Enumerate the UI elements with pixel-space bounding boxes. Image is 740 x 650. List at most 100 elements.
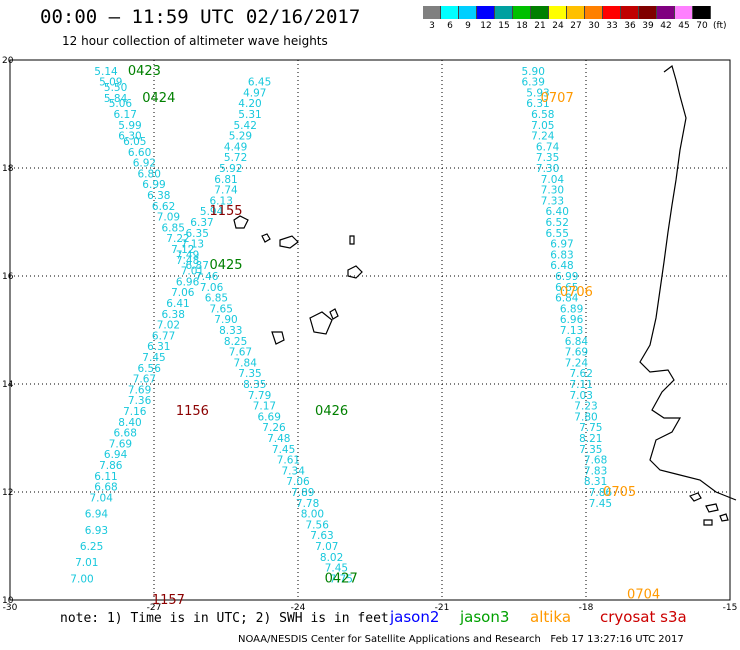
wave-height-value: 6.13	[210, 195, 233, 207]
wave-height-value: 7.35	[579, 444, 602, 456]
wave-height-value: 5.09	[99, 77, 122, 89]
wave-height-value: 6.80	[138, 168, 161, 180]
wave-height-value: 7.84	[234, 357, 258, 369]
wave-height-value: 6.81	[214, 174, 237, 186]
wave-height-value: 7.30	[541, 185, 564, 197]
wave-height-value: 7.45	[589, 498, 612, 510]
wave-height-value: 7.69	[128, 384, 151, 396]
color-legend-label: 24	[552, 21, 564, 31]
color-swatch	[675, 6, 693, 19]
wave-height-value: 6.97	[550, 239, 573, 251]
wave-height-value: 7.68	[584, 455, 607, 467]
wave-height-value: 8.40	[118, 417, 141, 429]
coastline	[233, 64, 737, 526]
wave-height-value: 5.06	[109, 98, 133, 110]
map-title: 00:00 – 11:59 UTC 02/16/2017	[40, 6, 361, 28]
wave-height-value: 7.89	[291, 487, 314, 499]
wave-height-value: 7.06	[286, 476, 310, 488]
wave-height-value: 7.05	[531, 120, 554, 132]
wave-height-value: 7.06	[200, 282, 224, 294]
wave-height-value: 7.75	[579, 422, 602, 434]
wave-height-value: 7.35	[536, 152, 559, 164]
y-tick-label: 20	[2, 56, 14, 66]
color-swatch	[459, 6, 477, 19]
axis-ticks: -30 -27 -24 -21 -18 -15 20 18 16 14 12 10	[2, 56, 737, 613]
pass-time-label: 1156	[176, 404, 209, 419]
wave-height-value: 6.38	[147, 190, 170, 202]
pass-time-label: 1157	[152, 593, 185, 608]
wave-height-value: 7.23	[574, 401, 597, 413]
wave-height-value: 6.45	[248, 77, 271, 89]
wave-height-value: 7.79	[248, 390, 271, 402]
color-swatch	[693, 6, 711, 19]
wave-height-value: 6.89	[560, 303, 583, 315]
wave-height-value: 8.33	[219, 325, 242, 337]
y-tick-label: 18	[2, 164, 14, 174]
wave-height-value: 6.37	[190, 217, 213, 229]
color-legend-label: 33	[606, 21, 618, 31]
pass-time-label: 0706	[560, 285, 593, 300]
wave-height-value: 5.42	[234, 120, 257, 132]
pass-time-label: 1155	[209, 204, 242, 219]
wave-height-value: 7.36	[128, 395, 152, 407]
wave-height-value: 6.84	[555, 293, 579, 305]
wave-height-value: 6.05	[123, 136, 146, 148]
wave-height-value: 7.48	[176, 255, 199, 267]
wave-height-value: 6.93	[85, 525, 108, 537]
y-tick-label: 14	[2, 380, 14, 390]
x-tick-label: -15	[723, 603, 738, 613]
wave-height-value: 7.06	[171, 287, 195, 299]
wave-height-value: 6.56	[138, 363, 162, 375]
wave-height-value: 7.13	[181, 239, 204, 251]
wave-height-value: 7.67	[229, 347, 252, 359]
wave-height-value: 5.93	[526, 87, 549, 99]
wave-height-value: 7.75	[330, 573, 353, 585]
wave-height-value: 7.01	[75, 557, 98, 569]
color-legend-label: 3	[429, 21, 435, 31]
wave-height-value: 8.31	[584, 476, 607, 488]
wave-height-value: 6.39	[522, 77, 545, 89]
wave-height-value: 7.04	[90, 492, 114, 504]
wave-height-value: 7.00	[70, 573, 93, 585]
wave-height-value: 6.52	[546, 217, 569, 229]
wave-height-value: 6.38	[162, 309, 185, 321]
x-tick-label: -21	[435, 603, 450, 613]
pass-time-label: 0424	[142, 91, 175, 106]
color-legend-labels: 3 6 9 12 15 18 21 24 27 30 33 36 39 42 45 70	[423, 21, 711, 31]
wave-height-value: 6.69	[258, 411, 281, 423]
wave-height-value: 5.90	[522, 66, 545, 78]
color-legend-label: 30	[588, 21, 600, 31]
pass-time-label: 0423	[128, 64, 161, 79]
wave-height-value: 6.94	[104, 449, 128, 461]
wave-height-value: 7.86	[589, 487, 613, 499]
color-swatch	[639, 6, 657, 19]
y-tick-label: 12	[2, 488, 13, 498]
wave-height-value: 4.20	[238, 98, 261, 110]
color-legend-label: 36	[624, 21, 636, 31]
satellite-legend-item: altika	[530, 608, 572, 626]
wave-height-value: 7.17	[253, 401, 276, 413]
wave-height-value: 7.65	[210, 303, 233, 315]
wave-height-value: 7.07	[315, 541, 338, 553]
wave-height-value: 4.49	[224, 141, 247, 153]
wave-height-value: 6.58	[531, 109, 554, 121]
satellite-legend-item: cryosat s3a	[600, 608, 687, 626]
color-swatch	[513, 6, 531, 19]
color-swatch	[657, 6, 675, 19]
wave-height-value: 7.45	[272, 444, 295, 456]
wave-height-value: 4.97	[243, 87, 266, 99]
pass-time-label: 0705	[603, 485, 636, 500]
wave-height-value: 7.69	[565, 347, 588, 359]
wave-height-value: 6.40	[546, 206, 569, 218]
color-legend-label: 27	[570, 21, 582, 31]
wave-height-value: 7.12	[171, 244, 194, 256]
color-legend-label: 9	[465, 21, 471, 31]
color-legend-label: 12	[480, 21, 492, 31]
wave-height-value: 6.30	[118, 131, 141, 143]
x-tick-label: -30	[3, 603, 18, 613]
wave-height-value: 6.99	[142, 179, 165, 191]
wave-height-value: 6.62	[152, 201, 175, 213]
wave-height-value: 5.94	[200, 206, 224, 218]
wave-height-value: 7.67	[133, 374, 156, 386]
